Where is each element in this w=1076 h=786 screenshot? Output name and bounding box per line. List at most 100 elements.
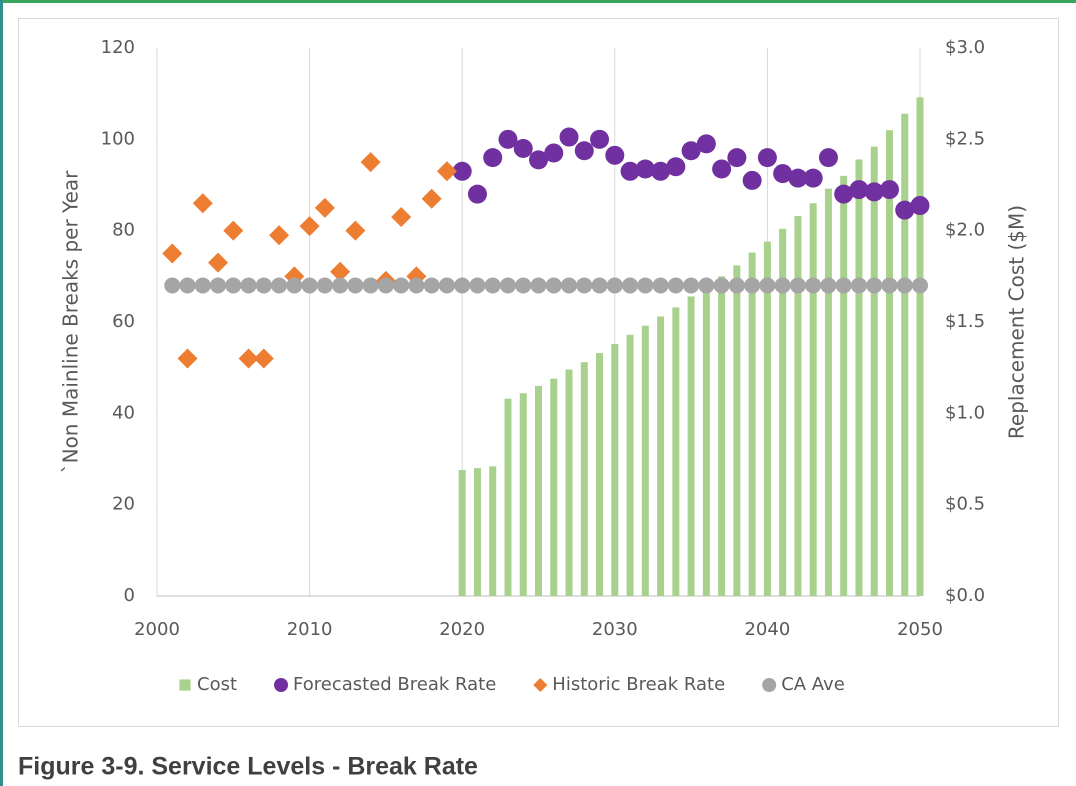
point <box>499 277 516 294</box>
legend-swatch <box>533 678 548 692</box>
x-tick-label: 2030 <box>592 619 638 640</box>
point <box>238 348 259 369</box>
bar <box>687 296 695 596</box>
point <box>879 180 899 200</box>
point <box>253 348 274 369</box>
legend-swatch <box>274 678 289 692</box>
bar <box>809 203 817 596</box>
y2-tick-label: $2.0 <box>945 220 985 241</box>
bar <box>580 362 588 596</box>
point <box>896 277 913 294</box>
bar <box>824 188 832 597</box>
point <box>269 225 290 246</box>
point <box>912 277 928 294</box>
point <box>835 277 852 294</box>
point <box>164 277 181 294</box>
bar <box>702 285 710 596</box>
point <box>742 170 762 190</box>
point <box>773 164 793 184</box>
x-tick-label: 2040 <box>744 619 790 640</box>
y-tick-label: 120 <box>101 37 135 58</box>
point <box>421 188 442 209</box>
point <box>576 277 593 294</box>
point <box>698 277 715 294</box>
point <box>622 277 639 294</box>
point <box>408 277 425 294</box>
bar <box>885 130 893 596</box>
point <box>713 277 730 294</box>
bar <box>611 343 619 596</box>
point <box>788 168 808 188</box>
y-tick-label: 20 <box>112 494 135 515</box>
bar <box>901 113 909 596</box>
legend-label: CA Ave <box>781 674 845 695</box>
point <box>360 152 381 173</box>
point <box>910 196 930 216</box>
point <box>454 277 471 294</box>
y2-axis-title: Replacement Cost ($M) <box>1005 205 1029 439</box>
point <box>286 277 303 294</box>
point <box>438 277 455 294</box>
point <box>712 159 732 179</box>
point <box>177 348 198 369</box>
point <box>834 184 854 204</box>
point <box>483 148 503 168</box>
y-tick-label: 0 <box>124 585 135 606</box>
point <box>332 277 349 294</box>
bar <box>519 393 527 596</box>
point <box>866 277 883 294</box>
point <box>223 220 244 241</box>
point <box>605 145 625 165</box>
point <box>849 180 869 200</box>
point <box>345 220 366 241</box>
point <box>423 277 440 294</box>
y-tick-label: 80 <box>112 220 135 241</box>
bar <box>626 334 634 596</box>
point <box>574 141 594 161</box>
point <box>347 277 364 294</box>
y-tick-label: 100 <box>101 128 135 149</box>
left-border <box>0 0 3 786</box>
point <box>744 277 761 294</box>
bar <box>763 241 771 597</box>
point <box>452 161 472 181</box>
point <box>330 261 351 282</box>
bar <box>458 469 466 596</box>
y-tick-label: 40 <box>112 402 135 423</box>
point <box>208 252 229 273</box>
point <box>377 277 394 294</box>
x-tick-label: 2020 <box>439 619 485 640</box>
point <box>467 184 487 204</box>
bar <box>489 466 497 596</box>
point <box>864 182 884 202</box>
point <box>162 243 183 264</box>
bar <box>504 398 512 596</box>
point <box>469 277 486 294</box>
legend-label: Historic Break Rate <box>552 674 725 695</box>
point <box>590 129 610 149</box>
point <box>393 277 410 294</box>
legend-swatch <box>762 678 777 692</box>
point <box>301 277 318 294</box>
point <box>240 277 257 294</box>
chart-frame <box>18 18 1059 727</box>
y2-tick-label: $0.0 <box>945 585 985 606</box>
point <box>727 148 747 168</box>
point <box>681 141 701 161</box>
point <box>774 277 791 294</box>
point <box>210 277 227 294</box>
bar <box>672 307 680 596</box>
legend-label: Forecasted Break Rate <box>293 674 496 695</box>
point <box>651 161 671 181</box>
y-axis-title: `Non Mainline Breaks per Year <box>59 170 83 474</box>
point <box>803 168 823 188</box>
y2-tick-label: $1.5 <box>945 311 985 332</box>
point <box>637 277 654 294</box>
point <box>255 277 272 294</box>
point <box>728 277 745 294</box>
legend-label: Cost <box>197 674 237 695</box>
point <box>513 138 533 158</box>
bar <box>550 378 558 596</box>
point <box>316 277 333 294</box>
x-tick-label: 2000 <box>134 619 180 640</box>
